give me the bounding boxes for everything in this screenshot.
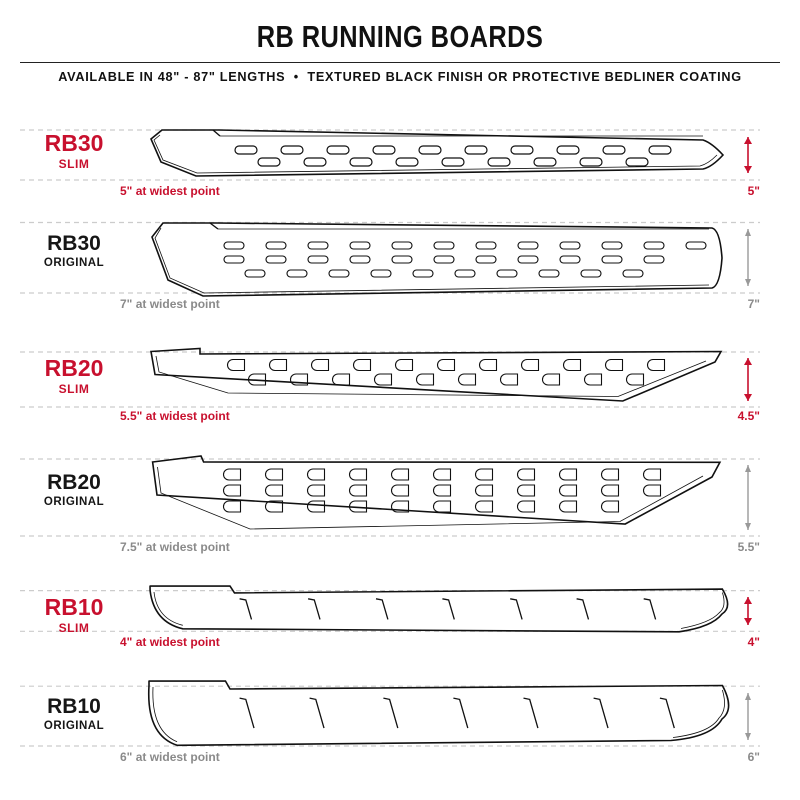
svg-text:6": 6" bbox=[748, 750, 760, 764]
svg-text:5.5" at widest point: 5.5" at widest point bbox=[120, 409, 230, 423]
svg-text:RB20: RB20 bbox=[45, 355, 104, 381]
svg-text:4" at widest point: 4" at widest point bbox=[120, 635, 220, 649]
svg-text:4": 4" bbox=[748, 635, 760, 649]
svg-text:6" at widest point: 6" at widest point bbox=[120, 750, 220, 764]
svg-text:SLIM: SLIM bbox=[59, 157, 90, 171]
svg-text:4.5": 4.5" bbox=[738, 409, 760, 423]
svg-text:ORIGINAL: ORIGINAL bbox=[44, 720, 104, 732]
svg-text:RB10: RB10 bbox=[47, 695, 101, 718]
svg-text:5": 5" bbox=[748, 184, 760, 198]
svg-text:SLIM: SLIM bbox=[59, 382, 90, 396]
svg-text:RB10: RB10 bbox=[45, 594, 104, 620]
svg-text:7.5" at widest point: 7.5" at widest point bbox=[120, 540, 230, 554]
svg-text:RB30: RB30 bbox=[45, 130, 104, 156]
svg-text:7" at widest point: 7" at widest point bbox=[120, 297, 220, 311]
svg-text:5" at widest point: 5" at widest point bbox=[120, 184, 220, 198]
svg-text:RB20: RB20 bbox=[47, 471, 101, 494]
svg-text:SLIM: SLIM bbox=[59, 621, 90, 635]
svg-text:RB30: RB30 bbox=[47, 232, 101, 255]
svg-text:7": 7" bbox=[748, 297, 760, 311]
svg-text:ORIGINAL: ORIGINAL bbox=[44, 496, 104, 508]
svg-text:ORIGINAL: ORIGINAL bbox=[44, 257, 104, 269]
svg-text:5.5": 5.5" bbox=[738, 540, 760, 554]
